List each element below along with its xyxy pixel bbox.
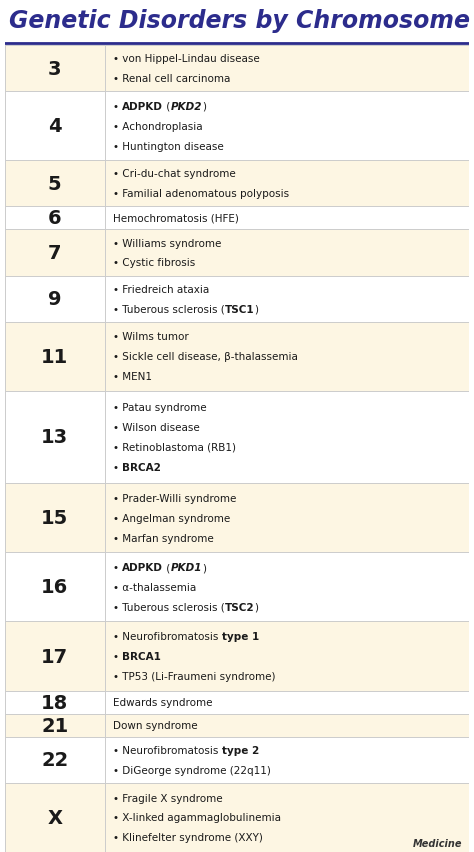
Text: ): ) (255, 304, 258, 314)
Text: ): ) (202, 101, 206, 112)
Text: Down syndrome: Down syndrome (113, 720, 198, 730)
Text: Hemochromatosis (HFE): Hemochromatosis (HFE) (113, 214, 239, 224)
Text: type 1: type 1 (222, 631, 259, 642)
Text: • Tuberous sclerosis (: • Tuberous sclerosis ( (113, 602, 225, 612)
Text: • Fragile X syndrome: • Fragile X syndrome (113, 792, 223, 803)
Text: • Prader-Willi syndrome: • Prader-Willi syndrome (113, 493, 237, 504)
Text: • Angelman syndrome: • Angelman syndrome (113, 513, 230, 523)
Text: 5: 5 (48, 175, 62, 193)
Text: • TP53 (Li-Fraumeni syndrome): • TP53 (Li-Fraumeni syndrome) (113, 671, 275, 681)
Text: 13: 13 (41, 428, 68, 447)
Text: 15: 15 (41, 509, 68, 527)
Text: • Renal cell carcinoma: • Renal cell carcinoma (113, 74, 230, 83)
Text: • Marfan syndrome: • Marfan syndrome (113, 532, 214, 543)
Text: PKD1: PKD1 (170, 562, 202, 573)
Bar (5, 783, 469, 852)
Text: type 2: type 2 (222, 745, 259, 755)
Text: 17: 17 (41, 647, 68, 665)
Text: • X-linked agammaglobulinemia: • X-linked agammaglobulinemia (113, 813, 281, 822)
Text: • MEN1: • MEN1 (113, 371, 152, 382)
Text: • Tuberous sclerosis (: • Tuberous sclerosis ( (113, 304, 225, 314)
Text: • Neurofibromatosis: • Neurofibromatosis (113, 631, 222, 642)
Text: • Cystic fibrosis: • Cystic fibrosis (113, 258, 195, 268)
Text: • Neurofibromatosis: • Neurofibromatosis (113, 745, 222, 755)
Text: ADPKD: ADPKD (122, 562, 163, 573)
Text: PKD2: PKD2 (170, 101, 202, 112)
Bar (5, 714, 469, 737)
Bar (5, 737, 469, 783)
Text: X: X (47, 808, 62, 827)
Text: •: • (113, 562, 122, 573)
Text: •: • (113, 651, 122, 661)
Bar (5, 553, 469, 622)
Bar (5, 484, 469, 553)
Text: • Huntington disease: • Huntington disease (113, 141, 224, 152)
Text: 18: 18 (41, 693, 68, 711)
Text: 4: 4 (48, 117, 62, 136)
Text: ADPKD: ADPKD (122, 101, 163, 112)
Bar (5, 46, 469, 92)
Text: • Achondroplasia: • Achondroplasia (113, 122, 202, 131)
Text: • DiGeorge syndrome (22q11): • DiGeorge syndrome (22q11) (113, 765, 271, 774)
Text: ): ) (255, 602, 258, 612)
Bar (5, 230, 469, 276)
Text: TSC1: TSC1 (225, 304, 255, 314)
Text: • Williams syndrome: • Williams syndrome (113, 239, 221, 248)
Text: ): ) (202, 562, 206, 573)
Text: 22: 22 (41, 751, 68, 769)
Text: 3: 3 (48, 60, 62, 78)
Bar (5, 622, 469, 691)
Bar (5, 322, 469, 391)
Text: • Familial adenomatous polyposis: • Familial adenomatous polyposis (113, 189, 289, 199)
Text: 7: 7 (48, 244, 62, 262)
Bar (5, 161, 469, 207)
Text: • Wilms tumor: • Wilms tumor (113, 332, 189, 342)
Text: • Klinefelter syndrome (XXY): • Klinefelter syndrome (XXY) (113, 832, 263, 843)
Bar (5, 691, 469, 714)
Text: 16: 16 (41, 578, 68, 596)
Text: 9: 9 (48, 290, 62, 308)
Text: Genetic Disorders by Chromosome: Genetic Disorders by Chromosome (9, 9, 470, 32)
Text: • Sickle cell disease, β-thalassemia: • Sickle cell disease, β-thalassemia (113, 352, 298, 362)
Bar (5, 276, 469, 322)
Text: 21: 21 (41, 716, 68, 734)
Text: • Cri-du-chat syndrome: • Cri-du-chat syndrome (113, 170, 236, 179)
Text: • Friedreich ataxia: • Friedreich ataxia (113, 285, 209, 295)
Text: 11: 11 (41, 348, 68, 366)
Text: TSC2: TSC2 (225, 602, 255, 612)
Text: (: ( (163, 562, 170, 573)
Text: •: • (113, 462, 122, 472)
Bar (5, 391, 469, 484)
Bar (5, 92, 469, 161)
Text: • von Hippel-Lindau disease: • von Hippel-Lindau disease (113, 54, 260, 64)
Text: 6: 6 (48, 210, 62, 228)
Text: Medicine: Medicine (413, 838, 462, 848)
Bar (5, 207, 469, 230)
Text: • Patau syndrome: • Patau syndrome (113, 403, 207, 412)
Text: BRCA2: BRCA2 (122, 462, 161, 472)
Text: (: ( (163, 101, 170, 112)
Text: • Wilson disease: • Wilson disease (113, 423, 200, 433)
Text: •: • (113, 101, 122, 112)
Text: BRCA1: BRCA1 (122, 651, 161, 661)
Text: Edwards syndrome: Edwards syndrome (113, 697, 212, 707)
Text: • Retinoblastoma (RB1): • Retinoblastoma (RB1) (113, 442, 236, 452)
Text: • α-thalassemia: • α-thalassemia (113, 582, 196, 592)
